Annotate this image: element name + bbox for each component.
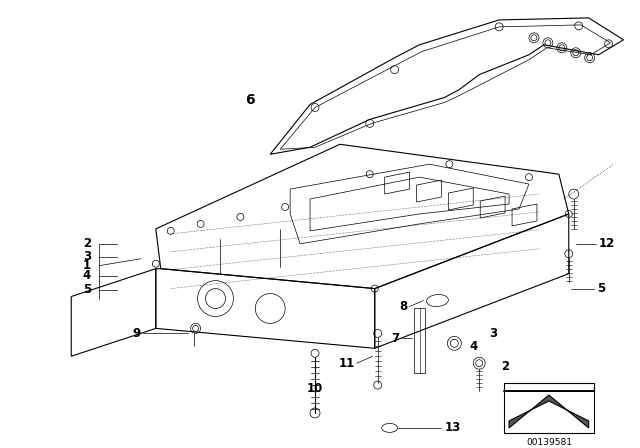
- Text: 10: 10: [307, 382, 323, 395]
- Bar: [504, 383, 594, 433]
- Text: 12: 12: [598, 237, 615, 250]
- Text: 11: 11: [339, 357, 355, 370]
- Text: 3: 3: [83, 250, 91, 263]
- Text: 8: 8: [399, 300, 408, 313]
- Text: 5: 5: [83, 283, 91, 296]
- Text: 4: 4: [469, 340, 477, 353]
- Text: 2: 2: [501, 360, 509, 373]
- Text: 7: 7: [392, 332, 399, 345]
- Text: 2: 2: [83, 237, 91, 250]
- Polygon shape: [509, 395, 589, 428]
- Text: 4: 4: [83, 269, 91, 282]
- Text: 1: 1: [83, 259, 91, 272]
- Text: 00139581: 00139581: [526, 438, 572, 447]
- Text: 13: 13: [444, 422, 461, 435]
- Text: 6: 6: [246, 92, 255, 107]
- Text: 5: 5: [596, 282, 605, 295]
- Text: 9: 9: [132, 327, 141, 340]
- Text: 3: 3: [489, 327, 497, 340]
